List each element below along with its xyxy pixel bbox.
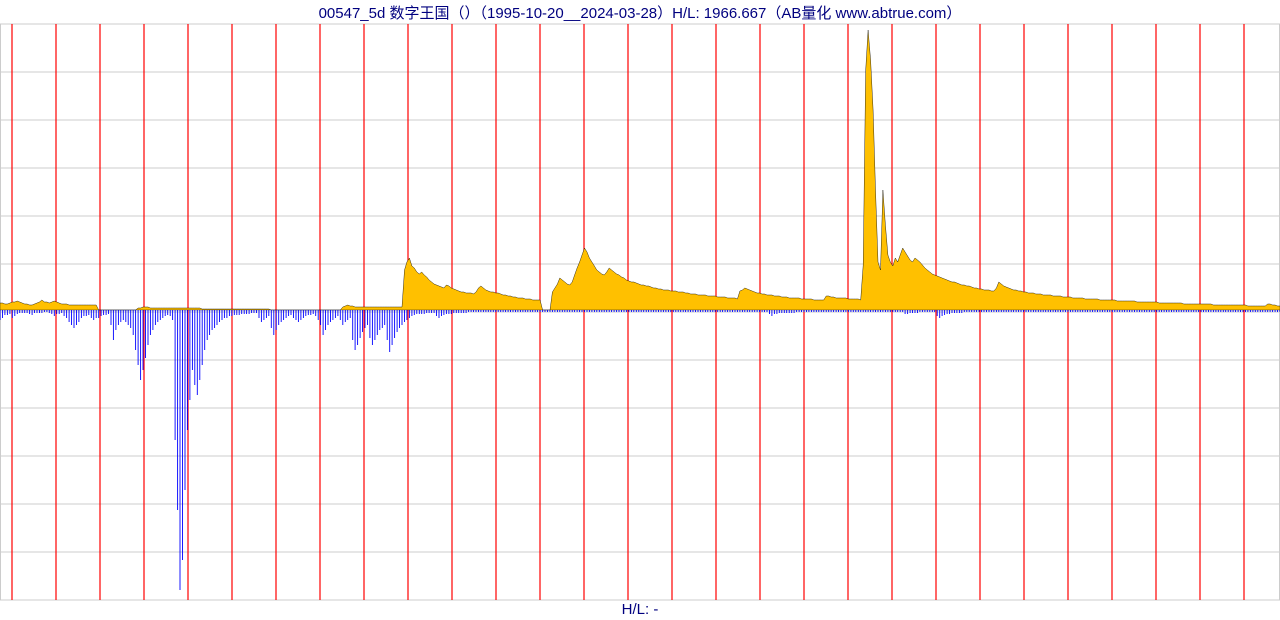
hl-chart: [0, 0, 1280, 620]
lower-series: [0, 310, 1280, 590]
chart-xlabel: H/L: -: [0, 601, 1280, 618]
chart-title: 00547_5d 数字王国（）（1995-10-20__2024-03-28）H…: [0, 2, 1280, 23]
